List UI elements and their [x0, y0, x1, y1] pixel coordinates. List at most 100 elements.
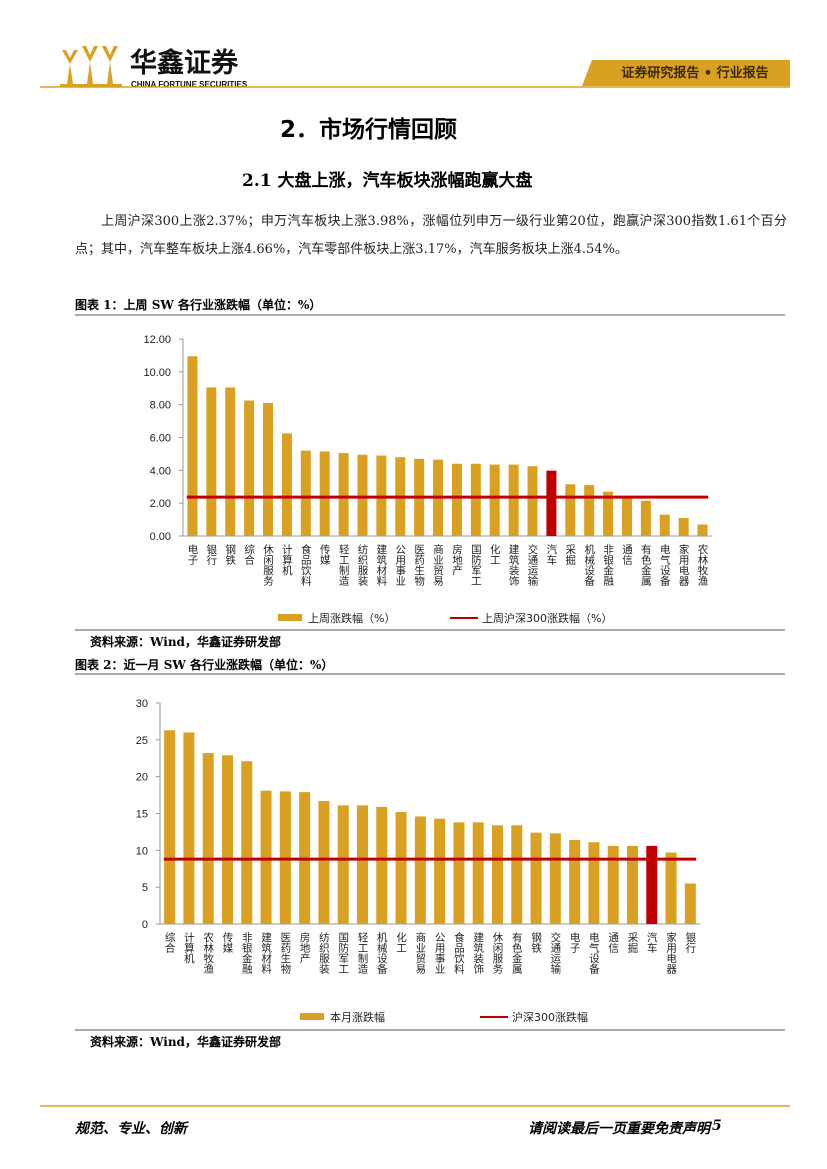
y-tick-label: 30 [136, 698, 148, 710]
bar [337, 805, 349, 924]
x-tick-label: 通信 [607, 932, 619, 954]
logo [60, 46, 122, 87]
company-name: 华鑫证券 [130, 47, 239, 79]
section-title-text: 2．市场行情回顾 [279, 117, 457, 143]
x-tick-label: 食品饮料 [453, 931, 465, 975]
bar [492, 825, 503, 924]
x-tick-label: 电气设备 [588, 931, 600, 975]
x-tick-label: 轻工制造 [357, 931, 369, 974]
legend-label: 本月涨跌幅 [330, 1010, 385, 1024]
x-tick-label: 建筑装饰 [472, 931, 484, 975]
bar [640, 500, 651, 536]
x-tick-label: 医药生物 [279, 932, 291, 975]
footer-left: 规范、专业、创新 [75, 1121, 187, 1137]
x-tick-label: 电子 [569, 931, 581, 953]
bar [569, 840, 581, 924]
bar [472, 822, 484, 924]
x-tick-label: 公用事业 [434, 932, 446, 974]
x-tick-label: 交通运输 [527, 543, 539, 587]
x-tick-label: 公用事业 [394, 544, 406, 586]
bar [511, 825, 523, 924]
x-tick-label: 农林牧渔 [202, 931, 214, 975]
bar [659, 514, 670, 536]
bar [164, 730, 176, 924]
bar [187, 356, 198, 536]
bar [318, 800, 330, 924]
x-tick-label: 机械设备 [376, 931, 388, 975]
x-tick-label: 汽车 [545, 543, 557, 566]
figure-caption: 图表 1：上周 SW 各行业涨跌幅（单位：%） [75, 298, 322, 312]
bar [527, 466, 538, 536]
bar [300, 450, 311, 536]
x-tick-label: 家用电器 [678, 543, 690, 587]
bar [549, 833, 561, 924]
bar [241, 761, 253, 924]
x-tick-label: 非银金融 [602, 544, 614, 587]
bar [338, 453, 349, 536]
x-tick-label: 纺织服装 [356, 543, 368, 587]
bar [357, 454, 368, 536]
x-tick-label: 综合 [164, 931, 176, 954]
bar [627, 845, 638, 924]
x-tick-label: 国防军工 [470, 544, 482, 586]
bar [357, 805, 368, 924]
x-tick-label: 银行 [684, 931, 696, 954]
x-tick-label: 有色金属 [511, 931, 523, 975]
bar [584, 485, 595, 536]
x-tick-label: 传媒 [319, 544, 331, 566]
report-tab [582, 60, 790, 86]
page-number: 5 [712, 1118, 722, 1134]
y-tick-label: 12.00 [143, 334, 171, 346]
x-tick-label: 机械设备 [583, 543, 595, 587]
x-tick-label: 建筑材料 [260, 931, 272, 975]
x-tick-label: 国防军工 [337, 932, 349, 974]
x-tick-label: 采掘 [564, 544, 576, 566]
y-tick-label: 0 [142, 919, 148, 931]
bar [607, 845, 619, 924]
bar [319, 451, 330, 536]
y-tick-label: 15 [136, 809, 148, 821]
bar [183, 732, 195, 924]
x-tick-label: 电气设备 [659, 543, 671, 587]
x-tick-label: 钢铁 [224, 543, 236, 566]
x-tick-label: 汽车 [646, 931, 658, 954]
x-tick-label: 农林牧渔 [697, 543, 709, 587]
bar [434, 818, 446, 924]
bar [621, 496, 632, 536]
x-tick-label: 房地产 [299, 931, 311, 964]
x-tick-label: 化工 [489, 543, 501, 565]
x-tick-label: 综合 [243, 543, 255, 566]
footer-right: 请阅读最后一页重要免责声明 [528, 1121, 710, 1137]
legend-label: 沪深300涨跌幅 [512, 1010, 588, 1024]
y-tick-label: 6.00 [150, 433, 171, 445]
x-tick-label: 房地产 [451, 543, 463, 576]
x-tick-label: 化工 [395, 931, 407, 953]
bar [546, 470, 557, 536]
x-tick-label: 计算机 [183, 931, 195, 964]
bar [206, 387, 217, 536]
bar [244, 400, 255, 536]
x-tick-label: 医药生物 [413, 544, 425, 587]
bar [451, 463, 462, 536]
figure-caption: 图表 2：近一月 SW 各行业涨跌幅（单位：%） [75, 658, 334, 672]
report-type: 证券研究报告 • 行业报告 [621, 65, 768, 81]
y-tick-label: 2.00 [150, 498, 171, 510]
x-tick-label: 交通运输 [549, 931, 561, 975]
x-tick-label: 采掘 [627, 932, 639, 954]
bar [678, 517, 689, 536]
x-tick-label: 商业贸易 [432, 543, 444, 587]
y-tick-label: 10.00 [143, 367, 171, 379]
subsection-title: 2.1 大盘上涨，汽车板块涨幅跑赢大盘 [242, 171, 533, 191]
bar [260, 790, 272, 924]
x-tick-label: 纺织服装 [318, 931, 330, 975]
bar [665, 852, 677, 924]
bar [222, 755, 233, 924]
bar [530, 832, 542, 924]
bar [470, 463, 481, 536]
x-tick-label: 建筑材料 [375, 543, 387, 587]
legend-swatch [278, 614, 302, 621]
bar [263, 403, 274, 536]
x-tick-label: 食品饮料 [300, 543, 312, 587]
bar [453, 822, 465, 924]
